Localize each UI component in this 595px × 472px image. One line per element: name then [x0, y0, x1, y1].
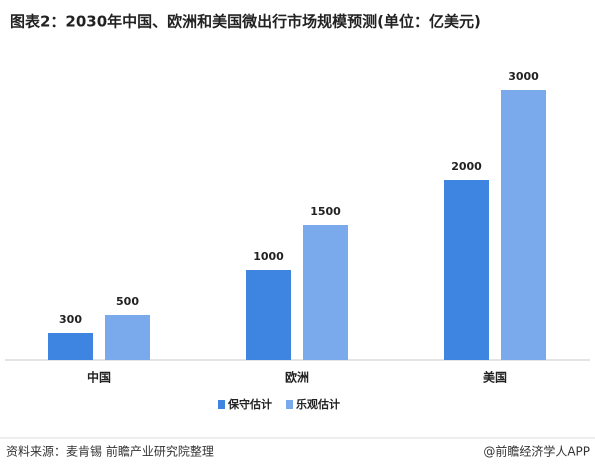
legend-label: 乐观估计	[296, 397, 340, 411]
legend-label: 保守估计	[227, 397, 272, 411]
chart-title: 图表2：2030年中国、欧洲和美国微出行市场规模预测(单位：亿美元)	[10, 13, 481, 31]
bar	[501, 90, 546, 360]
data-label: 3000	[508, 70, 539, 83]
data-label: 1500	[310, 205, 341, 218]
bar	[48, 333, 93, 360]
bar	[444, 180, 489, 360]
legend-swatch	[218, 400, 225, 409]
source: 资料来源：麦肯锡 前瞻产业研究院整理	[6, 444, 214, 459]
x-tick-label: 中国	[87, 370, 111, 385]
data-label: 300	[59, 313, 82, 326]
data-label: 2000	[451, 160, 482, 173]
data-label: 500	[116, 295, 139, 308]
bar	[303, 225, 348, 360]
legend-swatch	[286, 400, 293, 409]
bar	[246, 270, 291, 360]
x-tick-label: 美国	[483, 370, 507, 385]
bar	[105, 315, 150, 360]
data-label: 1000	[253, 250, 284, 263]
credit: @前瞻经济学人APP	[483, 444, 590, 459]
x-tick-label: 欧洲	[285, 370, 309, 385]
